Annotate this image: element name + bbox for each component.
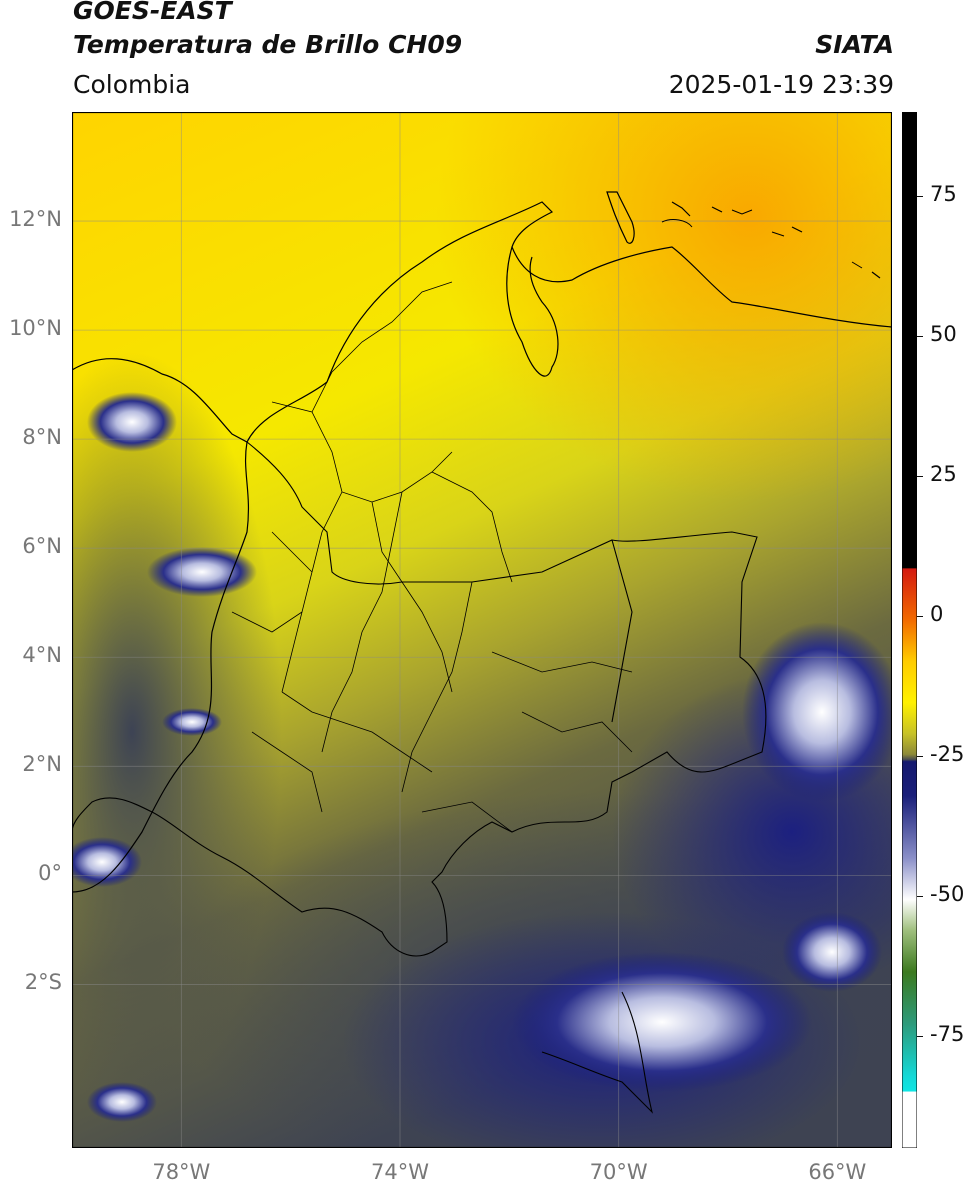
organization-label: SIATA [815,30,894,59]
colorbar-tick-mark [917,196,923,197]
national-border [72,441,767,1114]
colorbar-tick-label: -25 [930,742,965,766]
colorbar-tick-mark [917,896,923,897]
map-frame [72,112,892,1148]
graticule [72,112,892,1148]
longitude-tick-label: 66°W [808,1160,867,1184]
coastlines [72,191,892,893]
longitude-tick-label: 70°W [589,1160,648,1184]
colorbar-tick-mark [917,476,923,477]
colorbar-tick-label: 25 [930,462,957,486]
colorbar-tick-label: 0 [930,602,944,626]
colorbar-tick-mark [917,616,923,617]
region-label: Colombia [73,70,191,99]
colorbar-tick-label: 50 [930,322,957,346]
temperature-colorbar [902,112,917,1148]
datetime-label: 2025-01-19 23:39 [668,70,894,99]
department-borders [231,281,633,833]
satellite-title: GOES-EAST [73,0,232,25]
latitude-tick-label: 2°N [22,752,62,777]
latitude-tick-label: 0° [38,861,62,886]
cloud-cluster-amazon [512,952,812,1092]
latitude-tick-label: 6°N [22,534,62,559]
colorbar-ramp [902,112,917,1148]
colorbar-tick-mark [917,1036,923,1037]
cloud-cluster-peru [87,1082,157,1122]
latitude-tick-label: 8°N [22,425,62,450]
latitude-tick-label: 12°N [9,207,62,232]
brightness-temperature-map [72,112,892,1148]
longitude-tick-label: 74°W [371,1160,429,1184]
colorbar-tick-mark [917,756,923,757]
longitude-tick-label: 78°W [152,1160,211,1184]
cloud-cluster-southeast [782,912,882,992]
latitude-tick-label: 4°N [22,643,62,668]
cloud-cluster-panama [87,392,177,452]
cloud-cluster-coast [162,708,222,736]
colorbar-tick-label: -75 [930,1022,965,1046]
colorbar-tick-label: -50 [930,882,965,906]
product-title: Temperatura de Brillo CH09 [73,30,463,59]
cloud-cluster-east [742,622,892,802]
caribbean-islands [661,209,863,269]
warm-region [322,112,892,632]
colorbar-tick-label: 75 [930,182,957,206]
latitude-tick-label: 10°N [9,316,62,341]
latitude-tick-label: 2°S [24,970,62,995]
colorbar-tick-mark [917,336,923,337]
cloud-cluster-pacific [147,547,257,597]
cloud-cluster-ecuador [72,837,142,887]
